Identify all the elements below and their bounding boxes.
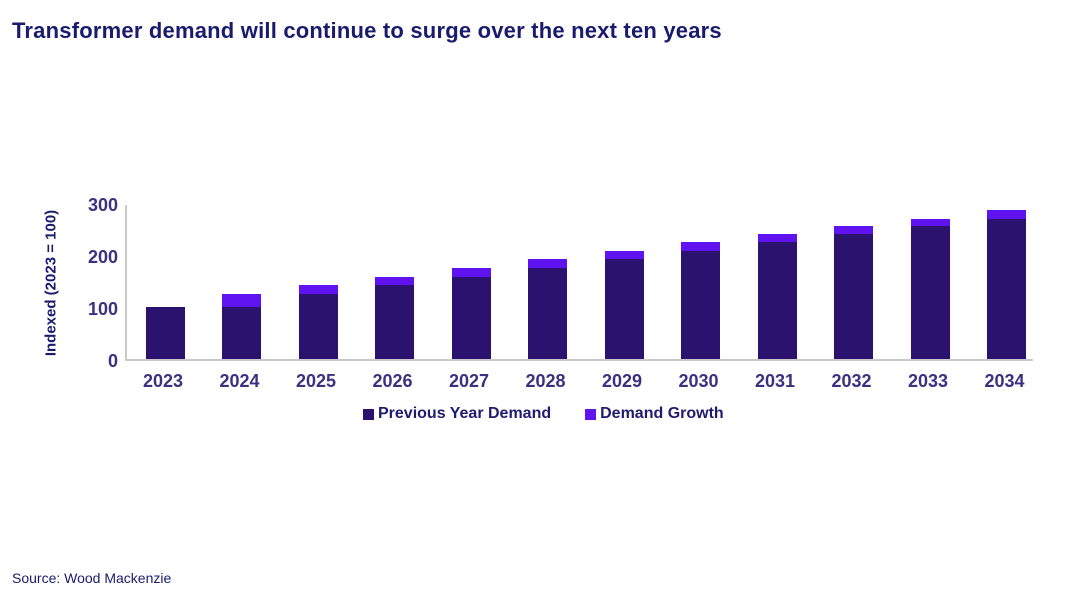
bar-2031-previous-year-demand [757,242,797,359]
bar-2032-previous-year-demand [834,234,873,359]
bar-2024 [222,294,261,359]
bar-2025-demand-growth [298,285,338,294]
legend-swatch-demand-growth-icon [585,408,597,420]
bar-2026 [375,276,414,359]
bar-2030-previous-year-demand [681,250,720,359]
x-tick-2028: 2028 [525,371,566,391]
x-tick-2024: 2024 [219,371,260,391]
bar-2027 [451,268,491,359]
bar-2029-demand-growth [604,250,644,260]
y-tick-200: 200 [87,247,118,267]
x-tick-2025: 2025 [295,371,337,391]
bar-2026-demand-growth [375,276,414,286]
bar-2028-previous-year-demand [528,268,567,359]
bar-2026-previous-year-demand [375,285,414,359]
source-note: Source: Wood Mackenzie [12,570,172,586]
bar-2030-demand-growth [681,242,720,251]
bar-2023 [145,307,185,359]
bar-2034 [987,210,1026,359]
bar-2024-demand-growth [222,294,261,307]
y-axis-title: Indexed (2023 = 100) [42,209,60,357]
legend: Previous Year Demand Demand Growth [363,406,724,422]
plot-area [125,205,1033,361]
bar-2031 [757,234,797,359]
x-tick-2031: 2031 [754,371,796,391]
y-tick-100: 100 [87,299,118,319]
y-axis-tick-labels: 0 100 200 300 [58,196,118,370]
x-tick-2027: 2027 [448,371,490,391]
x-tick-2023: 2023 [142,371,184,391]
x-axis-tick-labels: 2023 2024 2025 2026 2027 2028 2029 2030 2031 2032… [125,372,1033,394]
chart-title: Transformer demand will continue to surg… [12,18,722,43]
legend-label-previous-year-demand: Previous Year Demand [378,405,552,422]
legend-label-demand-growth: Demand Growth [600,405,724,422]
bar-2023-previous-year-demand [145,307,185,359]
y-tick-300: 300 [87,195,118,215]
bar-2034-demand-growth [987,210,1026,219]
bar-2029 [604,250,644,359]
x-tick-2034: 2034 [984,371,1025,391]
bar-2028-demand-growth [528,259,567,268]
bar-2033-demand-growth [910,218,950,227]
bar-2025-previous-year-demand [298,294,338,359]
bar-2027-demand-growth [451,268,491,277]
y-tick-0: 0 [107,351,118,371]
x-tick-2030: 2030 [678,371,719,391]
bar-2034-previous-year-demand [987,218,1026,359]
bar-2033-previous-year-demand [910,226,950,359]
bar-2025 [298,285,338,359]
legend-item-previous-year-demand: Previous Year Demand [363,406,551,422]
x-tick-2033: 2033 [907,371,949,391]
bar-2032-demand-growth [834,226,873,235]
legend-item-demand-growth: Demand Growth [585,406,724,422]
x-tick-2032: 2032 [831,371,872,391]
x-tick-2029: 2029 [601,371,643,391]
bar-2028 [528,259,567,359]
bar-2033 [910,218,950,359]
bar-2024-previous-year-demand [222,307,261,359]
bar-2031-demand-growth [757,234,797,242]
legend-swatch-previous-year-demand-icon [363,408,374,420]
bar-2027-previous-year-demand [451,276,491,359]
bar-2029-previous-year-demand [604,259,644,359]
bar-2032 [834,226,873,359]
bar-2030 [681,242,720,359]
x-tick-2026: 2026 [372,371,413,391]
